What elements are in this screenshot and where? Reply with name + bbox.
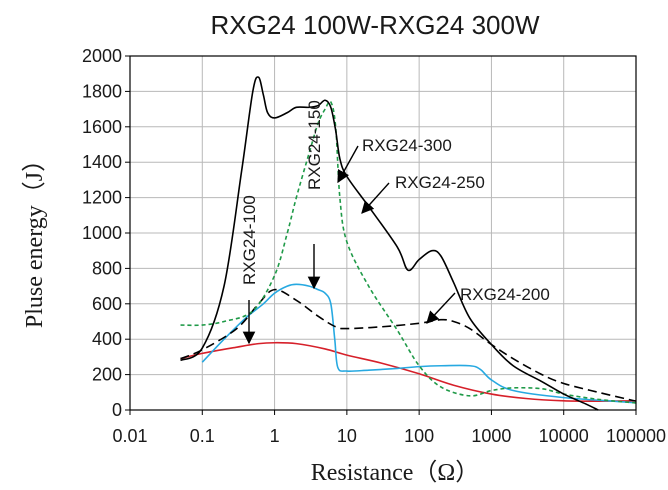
x-tick-label: 0.01 [112, 426, 147, 446]
annotation-label: RXG24-100 [240, 195, 259, 285]
x-axis-label: Resistance（Ω） [311, 460, 479, 486]
annotation-rxg24-200: RXG24-200 [426, 285, 550, 324]
y-tick-label: 200 [92, 365, 122, 385]
y-tick-label: 2000 [82, 46, 122, 66]
y-tick-label: 600 [92, 294, 122, 314]
x-tick-label: 10000 [539, 426, 589, 446]
annotation-label: RXG24-250 [395, 173, 485, 192]
series-line-rxg24-150 [201, 283, 636, 404]
y-tick-label: 1600 [82, 117, 122, 137]
annotation-label: RXG24-200 [460, 285, 550, 304]
y-tick-label: 1000 [82, 223, 122, 243]
annotation-rxg24-150: RXG24-150 [305, 100, 324, 290]
series-annotations: RXG24-100 RXG24-150 RXG24-300 RXG24-250 RXG2… [240, 100, 550, 345]
x-tick-label: 0.1 [190, 426, 215, 446]
y-tick-label: 800 [92, 258, 122, 278]
series-layer [180, 76, 636, 411]
series-line-rxg24-300 [180, 76, 599, 411]
axis-ticks: 0.01 0.1 1 10 100 1000 10000 100000 0 200 400 600 80… [82, 46, 666, 446]
annotation-arrow [337, 145, 359, 184]
annotation-label: RXG24-300 [362, 136, 452, 155]
y-tick-label: 0 [112, 400, 122, 420]
x-tick-label: 10 [337, 426, 357, 446]
x-tick-label: 100 [404, 426, 434, 446]
x-tick-label: 1 [270, 426, 280, 446]
y-tick-label: 1400 [82, 152, 122, 172]
annotation-arrow [361, 182, 390, 214]
annotation-label: RXG24-150 [305, 100, 324, 190]
annotation-rxg24-300: RXG24-300 [337, 136, 452, 184]
annotation-rxg24-250: RXG24-250 [361, 173, 485, 214]
x-tick-label: 1000 [471, 426, 511, 446]
y-tick-label: 1200 [82, 188, 122, 208]
y-axis-label: Pluse energy（J） [22, 148, 48, 328]
chart-title: RXG24 100W-RXG24 300W [211, 10, 540, 40]
annotation-arrow [426, 292, 456, 324]
y-tick-label: 1800 [82, 81, 122, 101]
series-line-rxg24-100 [180, 341, 636, 402]
y-tick-label: 400 [92, 329, 122, 349]
x-tick-label: 100000 [606, 426, 666, 446]
grid-lines [129, 55, 637, 411]
annotation-rxg24-100: RXG24-100 [240, 195, 259, 345]
